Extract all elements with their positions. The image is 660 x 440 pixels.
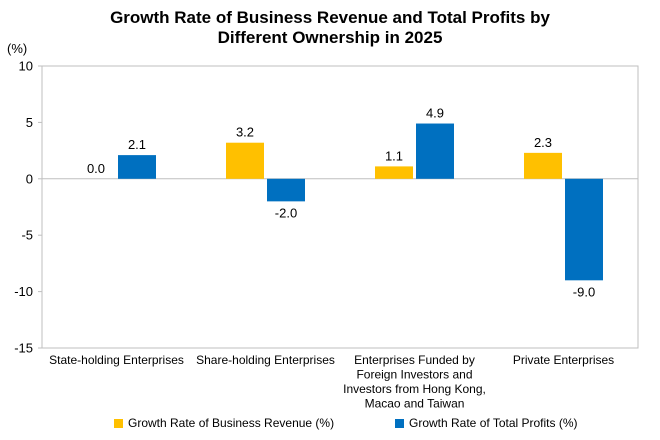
category-label: Foreign Investors and xyxy=(356,368,472,382)
legend-label-profits: Growth Rate of Total Profits (%) xyxy=(409,416,578,430)
chart-title-line-1: Growth Rate of Business Revenue and Tota… xyxy=(110,8,550,27)
bar-revenue xyxy=(226,142,264,179)
y-tick-label: 0 xyxy=(26,171,33,186)
plot-area-border xyxy=(41,65,639,349)
data-label-revenue: 0.0 xyxy=(87,161,105,176)
category-label: State-holding Enterprises xyxy=(49,353,184,367)
legend-item-revenue: Growth Rate of Business Revenue (%) xyxy=(114,416,334,430)
data-label-profits: -2.0 xyxy=(275,205,297,220)
y-tick-label: 5 xyxy=(26,115,33,130)
category-label: Private Enterprises xyxy=(513,353,614,367)
data-label-revenue: 1.1 xyxy=(385,148,403,163)
legend-swatch-revenue xyxy=(114,418,123,428)
bar-revenue xyxy=(375,166,413,179)
category-label: Investors from Hong Kong, xyxy=(343,382,486,396)
data-label-profits: 2.1 xyxy=(128,137,146,152)
legend: Growth Rate of Business Revenue (%) Grow… xyxy=(0,416,660,434)
y-tick-label: -15 xyxy=(14,341,33,356)
legend-item-profits: Growth Rate of Total Profits (%) xyxy=(395,416,578,430)
category-label: Share-holding Enterprises xyxy=(196,353,335,367)
y-tick-label: -5 xyxy=(21,228,33,243)
chart-title: Growth Rate of Business Revenue and Tota… xyxy=(0,8,660,48)
y-tick-label: 10 xyxy=(19,59,33,74)
bar-profits xyxy=(565,178,603,281)
y-axis-unit-label: (%) xyxy=(7,41,28,56)
category-label: Macao and Taiwan xyxy=(365,397,465,411)
data-label-revenue: 2.3 xyxy=(534,135,552,150)
data-label-revenue: 3.2 xyxy=(236,125,254,140)
legend-swatch-profits xyxy=(395,418,404,428)
bar-revenue xyxy=(524,152,562,179)
bar-profits xyxy=(416,123,454,179)
bar-profits xyxy=(267,178,305,202)
bar-profits xyxy=(118,155,156,179)
y-tick-label: -10 xyxy=(14,284,33,299)
data-label-profits: 4.9 xyxy=(426,106,444,121)
chart-title-line-2: Different Ownership in 2025 xyxy=(217,28,443,47)
data-label-profits: -9.0 xyxy=(573,284,595,299)
legend-label-revenue: Growth Rate of Business Revenue (%) xyxy=(128,416,335,430)
category-label: Enterprises Funded by xyxy=(354,353,475,367)
